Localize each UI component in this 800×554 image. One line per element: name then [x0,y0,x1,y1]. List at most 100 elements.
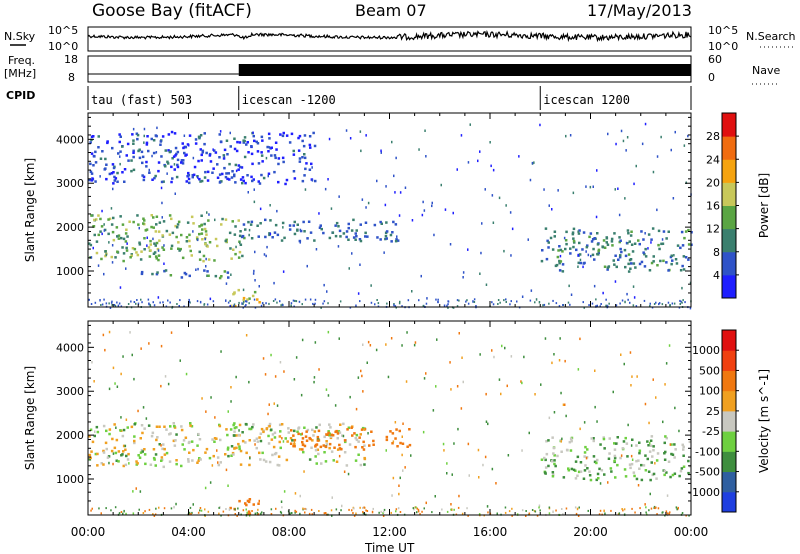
echo-cell [278,423,282,427]
echo-cell [542,304,544,307]
echo-cell [285,134,289,137]
echo-cell [583,469,587,472]
echo-cell [180,159,184,162]
echo-cell [596,420,598,423]
echo-cell [620,250,623,254]
echo-cell [159,301,161,304]
echo-cell [347,426,351,429]
echo-cell [188,511,191,514]
echo-cell [559,337,561,340]
echo-cell [118,512,121,515]
echo-cell [211,438,214,441]
echo-cell [239,449,243,453]
echo-cell [650,261,654,265]
echo-cell [396,445,399,448]
echo-cell [204,230,208,233]
echo-cell [143,127,146,131]
echo-cell [380,510,382,513]
echo-cell [186,221,190,224]
echo-cell [678,474,681,478]
echo-cell [206,303,209,306]
echo-cell [623,362,625,366]
echo-cell [123,444,127,448]
echo-cell [268,232,271,235]
echo-cell [631,438,634,441]
echo-cell [654,507,656,510]
echo-cell [218,156,221,159]
echo-cell [93,233,96,237]
echo-cell [147,298,150,301]
echo-cell [333,446,336,449]
echo-cell [632,262,636,265]
echo-cell [270,513,273,515]
echo-cell [128,462,130,465]
echo-cell [535,298,538,301]
echo-cell [259,432,263,435]
echo-cell [355,512,357,515]
echo-cell [591,253,595,257]
echo-cell [190,512,192,515]
echo-cell [630,454,633,458]
echo-cell [675,262,679,265]
echo-cell [107,455,111,458]
echo-cell [323,283,325,287]
echo-cell [553,462,556,466]
echo-cell [303,426,306,429]
echo-cell [533,161,535,164]
echo-cell [684,301,686,304]
echo-cell [137,149,140,153]
echo-cell [319,445,323,449]
echo-cell [143,134,145,138]
echo-cell [461,356,463,359]
echo-cell [94,301,97,304]
colorbar-tick-label: 500 [699,364,720,377]
echo-cell [303,134,307,137]
echo-cell [152,301,154,304]
echo-cell [237,256,241,259]
echo-cell [138,243,142,246]
echo-cell [108,461,110,465]
echo-cell [390,337,393,340]
echo-cell [558,259,561,263]
echo-cell [574,469,577,472]
echo-cell [327,431,330,435]
echo-cell [153,304,156,307]
echo-cell [401,305,403,308]
echo-cell [154,255,158,258]
echo-cell [100,304,102,306]
echo-cell [446,304,448,307]
echo-cell [613,448,617,451]
echo-cell [618,236,621,239]
echo-cell [117,237,121,240]
echo-cell [191,175,194,179]
echo-cell [108,241,110,244]
echo-cell [182,439,186,442]
echo-cell [224,239,227,243]
echo-cell [214,237,218,241]
echo-cell [248,512,252,515]
echo-cell [141,450,144,453]
echo-cell [620,353,622,356]
echo-cell [211,171,214,174]
echo-cell [209,481,212,484]
echo-cell [398,492,400,496]
echo-cell [599,443,602,446]
echo-cell [143,248,146,251]
freq-label: Freq. [8,54,35,67]
echo-cell [203,269,206,272]
echo-cell [192,448,195,452]
echo-cell [133,377,135,381]
echo-cell [457,506,460,509]
echo-cell [125,246,128,250]
echo-cell [270,154,273,157]
echo-cell [671,453,675,456]
echo-cell [577,253,579,257]
echo-cell [528,512,531,515]
echo-cell [314,455,317,458]
echo-cell [297,432,300,436]
echo-cell [382,515,385,517]
echo-cell [280,239,284,242]
echo-cell [506,384,508,388]
echo-cell [248,228,251,232]
echo-cell [599,482,602,485]
